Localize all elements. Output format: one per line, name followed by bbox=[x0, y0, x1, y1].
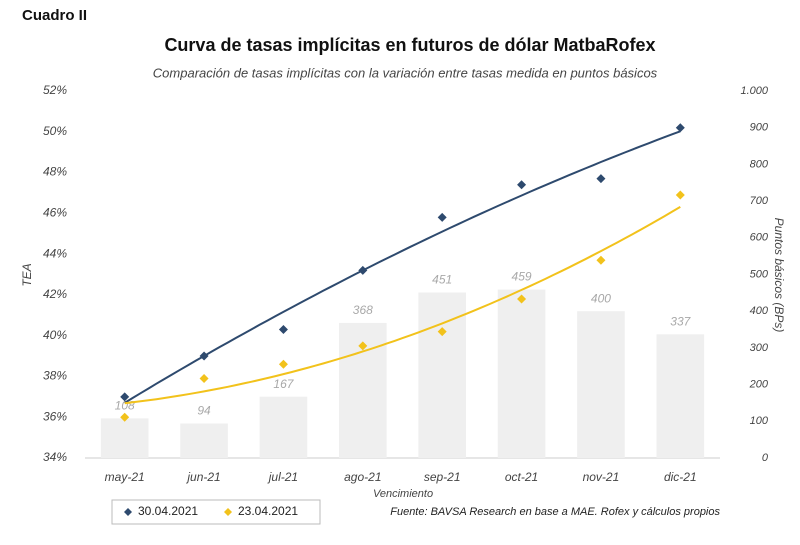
y-tick-label: 34% bbox=[43, 450, 67, 464]
x-tick-label: may-21 bbox=[105, 470, 145, 484]
marker bbox=[596, 255, 606, 265]
legend-label: 30.04.2021 bbox=[138, 504, 198, 518]
y2-tick-label: 0 bbox=[762, 452, 769, 464]
bar bbox=[180, 423, 228, 458]
bar bbox=[577, 311, 625, 458]
x-tick-label: jun-21 bbox=[185, 470, 220, 484]
bar-value-label: 459 bbox=[512, 270, 532, 284]
y-tick-label: 42% bbox=[43, 287, 67, 301]
marker bbox=[199, 351, 209, 361]
bar bbox=[497, 289, 546, 458]
y2-tick-label: 1.000 bbox=[740, 85, 768, 97]
legend-box bbox=[111, 499, 321, 525]
x-tick-label: oct-21 bbox=[505, 470, 538, 484]
y-tick-label: 40% bbox=[43, 328, 67, 342]
marker bbox=[517, 294, 527, 304]
y-axis-label: TEA bbox=[20, 263, 34, 286]
bar-value-label: 451 bbox=[432, 273, 452, 287]
y2-tick-label: 100 bbox=[750, 415, 769, 427]
marker bbox=[675, 123, 685, 133]
y2-axis-label: Puntos básicos (BPs) bbox=[772, 218, 786, 333]
legend-label: 23.04.2021 bbox=[238, 504, 298, 518]
y2-tick-label: 800 bbox=[750, 158, 769, 170]
y2-tick-label: 600 bbox=[750, 232, 769, 244]
bar-value-label: 400 bbox=[591, 291, 611, 305]
x-tick-label: nov-21 bbox=[583, 470, 620, 484]
x-tick-label: ago-21 bbox=[344, 470, 381, 484]
marker bbox=[358, 341, 368, 351]
header: Cuadro II bbox=[22, 7, 87, 24]
marker bbox=[278, 359, 288, 369]
marker bbox=[358, 265, 368, 275]
bar-value-label: 167 bbox=[273, 377, 294, 391]
legend-marker bbox=[224, 508, 232, 516]
marker bbox=[596, 174, 606, 184]
source-note: Fuente: BAVSA Research en base a MAE. Ro… bbox=[390, 506, 720, 518]
trend-line bbox=[124, 130, 681, 404]
y-tick-label: 50% bbox=[43, 124, 67, 138]
trend-line bbox=[124, 206, 681, 405]
x-tick-label: sep-21 bbox=[424, 470, 461, 484]
marker bbox=[437, 212, 447, 222]
chart-title: Curva de tasas implícitas en futuros de … bbox=[164, 35, 655, 55]
bar bbox=[656, 334, 705, 458]
bar bbox=[100, 418, 149, 458]
y-tick-label: 38% bbox=[43, 369, 67, 383]
y-tick-label: 44% bbox=[43, 246, 67, 260]
y-tick-label: 46% bbox=[43, 206, 67, 220]
marker bbox=[437, 327, 447, 337]
marker bbox=[675, 190, 685, 200]
y-tick-label: 36% bbox=[43, 409, 67, 423]
y2-tick-label: 900 bbox=[750, 122, 769, 134]
x-tick-label: jul-21 bbox=[267, 470, 298, 484]
y2-tick-label: 200 bbox=[749, 379, 769, 391]
bar-value-label: 368 bbox=[353, 303, 373, 317]
x-tick-label: dic-21 bbox=[664, 470, 697, 484]
y-tick-label: 52% bbox=[43, 83, 67, 97]
y2-tick-label: 700 bbox=[750, 195, 769, 207]
marker bbox=[120, 412, 130, 422]
x-axis-label: Vencimiento bbox=[373, 488, 433, 500]
marker bbox=[199, 373, 209, 383]
chart-subtitle: Comparación de tasas implícitas con la v… bbox=[153, 65, 658, 80]
bar-value-label: 337 bbox=[670, 314, 691, 328]
y2-tick-label: 300 bbox=[750, 342, 769, 354]
y2-tick-label: 400 bbox=[750, 305, 769, 317]
bar bbox=[418, 292, 466, 458]
marker bbox=[517, 180, 527, 190]
marker bbox=[278, 325, 288, 335]
bar-value-label: 94 bbox=[197, 404, 211, 418]
y2-tick-label: 500 bbox=[750, 268, 769, 280]
y-tick-label: 48% bbox=[43, 165, 67, 179]
legend-marker bbox=[124, 508, 132, 516]
marker bbox=[120, 392, 130, 402]
bar bbox=[259, 396, 308, 458]
